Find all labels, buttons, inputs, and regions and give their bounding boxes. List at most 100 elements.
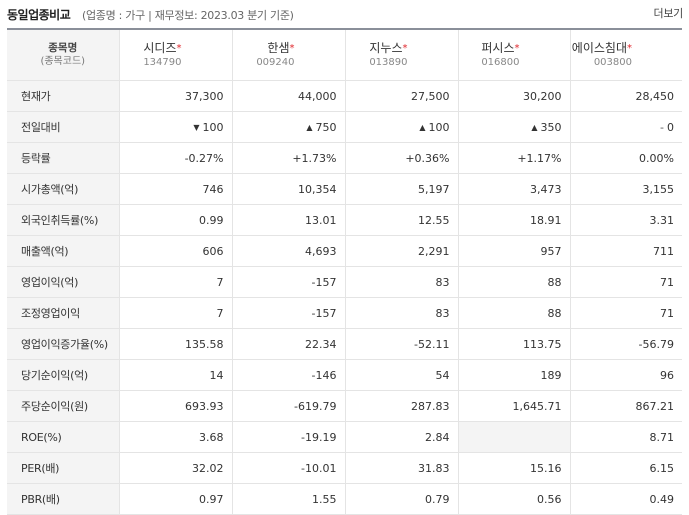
table-cell: 711 [569,235,682,267]
cell-value: +1.17% [517,151,562,165]
cell-value: 100 [202,120,224,134]
cell-value: 12.55 [418,213,450,227]
table-cell: 83 [344,297,458,329]
row-label: ROE(%) [7,421,119,453]
cell-value: +0.36% [405,151,450,165]
company-name-link[interactable]: 퍼시스* [459,41,570,56]
corner-header: 종목명 (종목코드) [7,29,119,81]
table-cell: 22.34 [231,328,345,360]
cell-value: 135.58 [185,337,224,351]
star-marker: * [289,43,295,54]
table-cell [457,421,570,453]
row-label: 등락률 [7,142,119,174]
company-code: 009240 [256,57,295,68]
table-cell: 30,200 [457,80,570,112]
star-marker: * [514,43,520,54]
cell-value: 0.79 [425,492,450,506]
row-label: 시가총액(억) [7,173,119,205]
cell-value: 8.71 [649,430,675,444]
table-row: 시가총액(억) 746 10,354 5,197 3,473 3,155 [7,173,682,205]
row-label: PER(배) [7,452,119,484]
cell-value: 71 [660,275,674,289]
company-name-link[interactable]: 시디즈* [120,41,232,56]
down-arrow-icon: ▼ [193,122,200,132]
table-cell: 957 [457,235,570,267]
cell-value: +1.73% [292,151,337,165]
table-cell: -19.19 [231,421,345,453]
cell-value: 957 [540,244,562,258]
cell-value: 287.83 [411,399,450,413]
up-arrow-icon: ▲ [306,122,313,132]
table-cell: 54 [344,359,458,391]
table-row: 당기순이익(억) 14 -146 54 189 96 [7,359,682,391]
cell-value: 746 [202,182,224,196]
table-cell: 189 [457,359,570,391]
company-code: 016800 [481,57,520,68]
section-title: 동일업종비교 [7,8,71,22]
table-cell: ▲ 750 [231,111,345,143]
table-cell: 32.02 [118,452,232,484]
table-cell: 10,354 [231,173,345,205]
table-cell: 867.21 [569,390,682,422]
company-name-link[interactable]: 지누스* [346,41,458,56]
cell-value: 350 [540,120,562,134]
table-row: 매출액(억) 606 4,693 2,291 957 711 [7,235,682,267]
row-label: 외국인취득률(%) [7,204,119,236]
table-cell: -0.27% [118,142,232,174]
cell-value: 189 [540,368,562,382]
table-cell: 18.91 [457,204,570,236]
table-cell: 5,197 [344,173,458,205]
cell-value: 1,645.71 [512,399,562,413]
company-code: 013890 [369,57,408,68]
section-subtitle: (업종명 : 가구 | 재무정보: 2023.03 분기 기준) [82,9,294,22]
cell-value: -10.01 [301,461,337,475]
cell-value: 2,291 [418,244,450,258]
star-marker: * [176,43,182,54]
table-body: 현재가 37,300 44,000 27,500 30,200 28,450 전일대비 ▼ 10… [7,80,682,515]
table-cell: 113.75 [457,328,570,360]
company-header: 한샘* 009240 [231,29,345,81]
cell-value: 10,354 [298,182,337,196]
company-name: 에이스침대 [571,41,627,55]
table-cell: 6.15 [569,452,682,484]
table-cell: ▲ 350 [457,111,570,143]
table-cell: -10.01 [231,452,345,484]
table-row: 주당순이익(원) 693.93 -619.79 287.83 1,645.71 867.2… [7,390,682,422]
table-cell: 4,693 [231,235,345,267]
cell-value: 31.83 [418,461,450,475]
table-cell: 37,300 [118,80,232,112]
table-cell: -157 [231,266,345,298]
company-code: 003800 [593,57,632,68]
table-cell: 13.01 [231,204,345,236]
cell-value: 3.68 [199,430,224,444]
row-label: 당기순이익(억) [7,359,119,391]
more-link[interactable]: 더보기 [653,7,684,20]
table-cell: 44,000 [231,80,345,112]
section-header: 동일업종비교 (업종명 : 가구 | 재무정보: 2023.03 분기 기준) … [0,0,689,28]
company-name-link[interactable]: 한샘* [233,41,345,56]
table-cell: 3,155 [569,173,682,205]
cell-value: 96 [660,368,674,382]
company-header: 시디즈* 134790 [118,29,232,81]
table-cell: 3.68 [118,421,232,453]
cell-value: 113.75 [523,337,562,351]
table-cell: 71 [569,297,682,329]
row-label: 매출액(억) [7,235,119,267]
table-cell: ▲ 100 [344,111,458,143]
company-name-link[interactable]: 에이스침대* [571,41,682,56]
corner-label: 종목명 [48,42,78,54]
table-cell: 135.58 [118,328,232,360]
cell-value: 30,200 [523,89,562,103]
table-row: 영업이익증가율(%) 135.58 22.34 -52.11 113.75 -56.79 [7,328,682,360]
table-cell: -619.79 [231,390,345,422]
table-cell: 746 [118,173,232,205]
table-cell: 88 [457,297,570,329]
table-cell: 28,450 [569,80,682,112]
row-label: 조정영업이익 [7,297,119,329]
cell-value: 7 [216,306,224,320]
row-label: 영업이익(억) [7,266,119,298]
table-row: 현재가 37,300 44,000 27,500 30,200 28,450 [7,80,682,112]
cell-value: 867.21 [635,399,675,413]
table-cell: -157 [231,297,345,329]
company-name: 한샘 [267,41,290,55]
